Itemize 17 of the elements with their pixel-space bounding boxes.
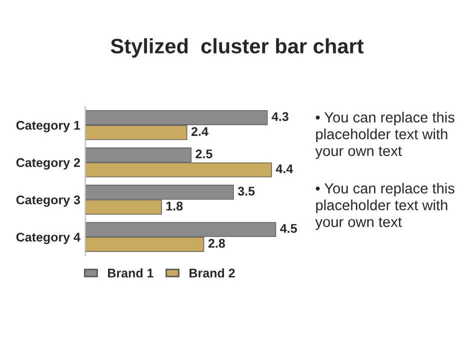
y-tick-label: Category 3 <box>16 195 80 207</box>
chart-title: Stylized cluster bar chart <box>110 38 364 58</box>
data-label: 4.3 <box>272 112 288 122</box>
data-label: 3.5 <box>238 186 255 196</box>
data-label: 1.8 <box>166 202 183 210</box>
data-label: 4.4 <box>276 164 294 174</box>
text: • You can replace this placeholder text with your own text <box>315 112 454 159</box>
data-label: 2.5 <box>196 149 212 158</box>
data-label: 2.4 <box>191 127 208 136</box>
text: • You can replace this placeholder text with your own text <box>315 182 454 230</box>
data-label: 4.5 <box>280 224 297 233</box>
y-tick-label: Category 1 <box>16 120 80 132</box>
legend-label: Brand 2 <box>190 268 235 278</box>
y-tick-label: Category 2 <box>16 158 80 170</box>
legend-label: Brand 1 <box>108 268 154 278</box>
data-label: 2.8 <box>208 238 225 248</box>
y-tick-label: Category 4 <box>16 232 80 244</box>
